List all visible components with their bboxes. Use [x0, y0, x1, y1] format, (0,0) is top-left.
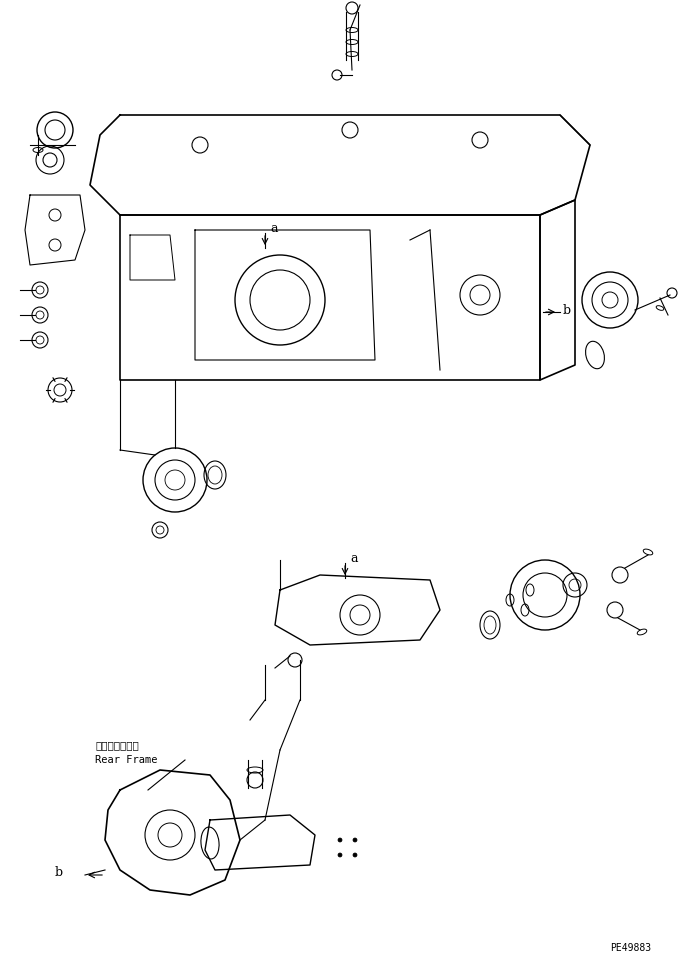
- Text: a: a: [270, 221, 278, 235]
- Text: b: b: [563, 304, 571, 316]
- Text: リヤーフレーム: リヤーフレーム: [95, 740, 139, 750]
- Text: Rear Frame: Rear Frame: [95, 755, 158, 765]
- Text: b: b: [55, 866, 63, 879]
- Circle shape: [353, 838, 357, 842]
- Text: PE49883: PE49883: [610, 943, 651, 953]
- Circle shape: [338, 838, 342, 842]
- Text: a: a: [350, 552, 357, 564]
- Circle shape: [353, 853, 357, 857]
- Circle shape: [338, 853, 342, 857]
